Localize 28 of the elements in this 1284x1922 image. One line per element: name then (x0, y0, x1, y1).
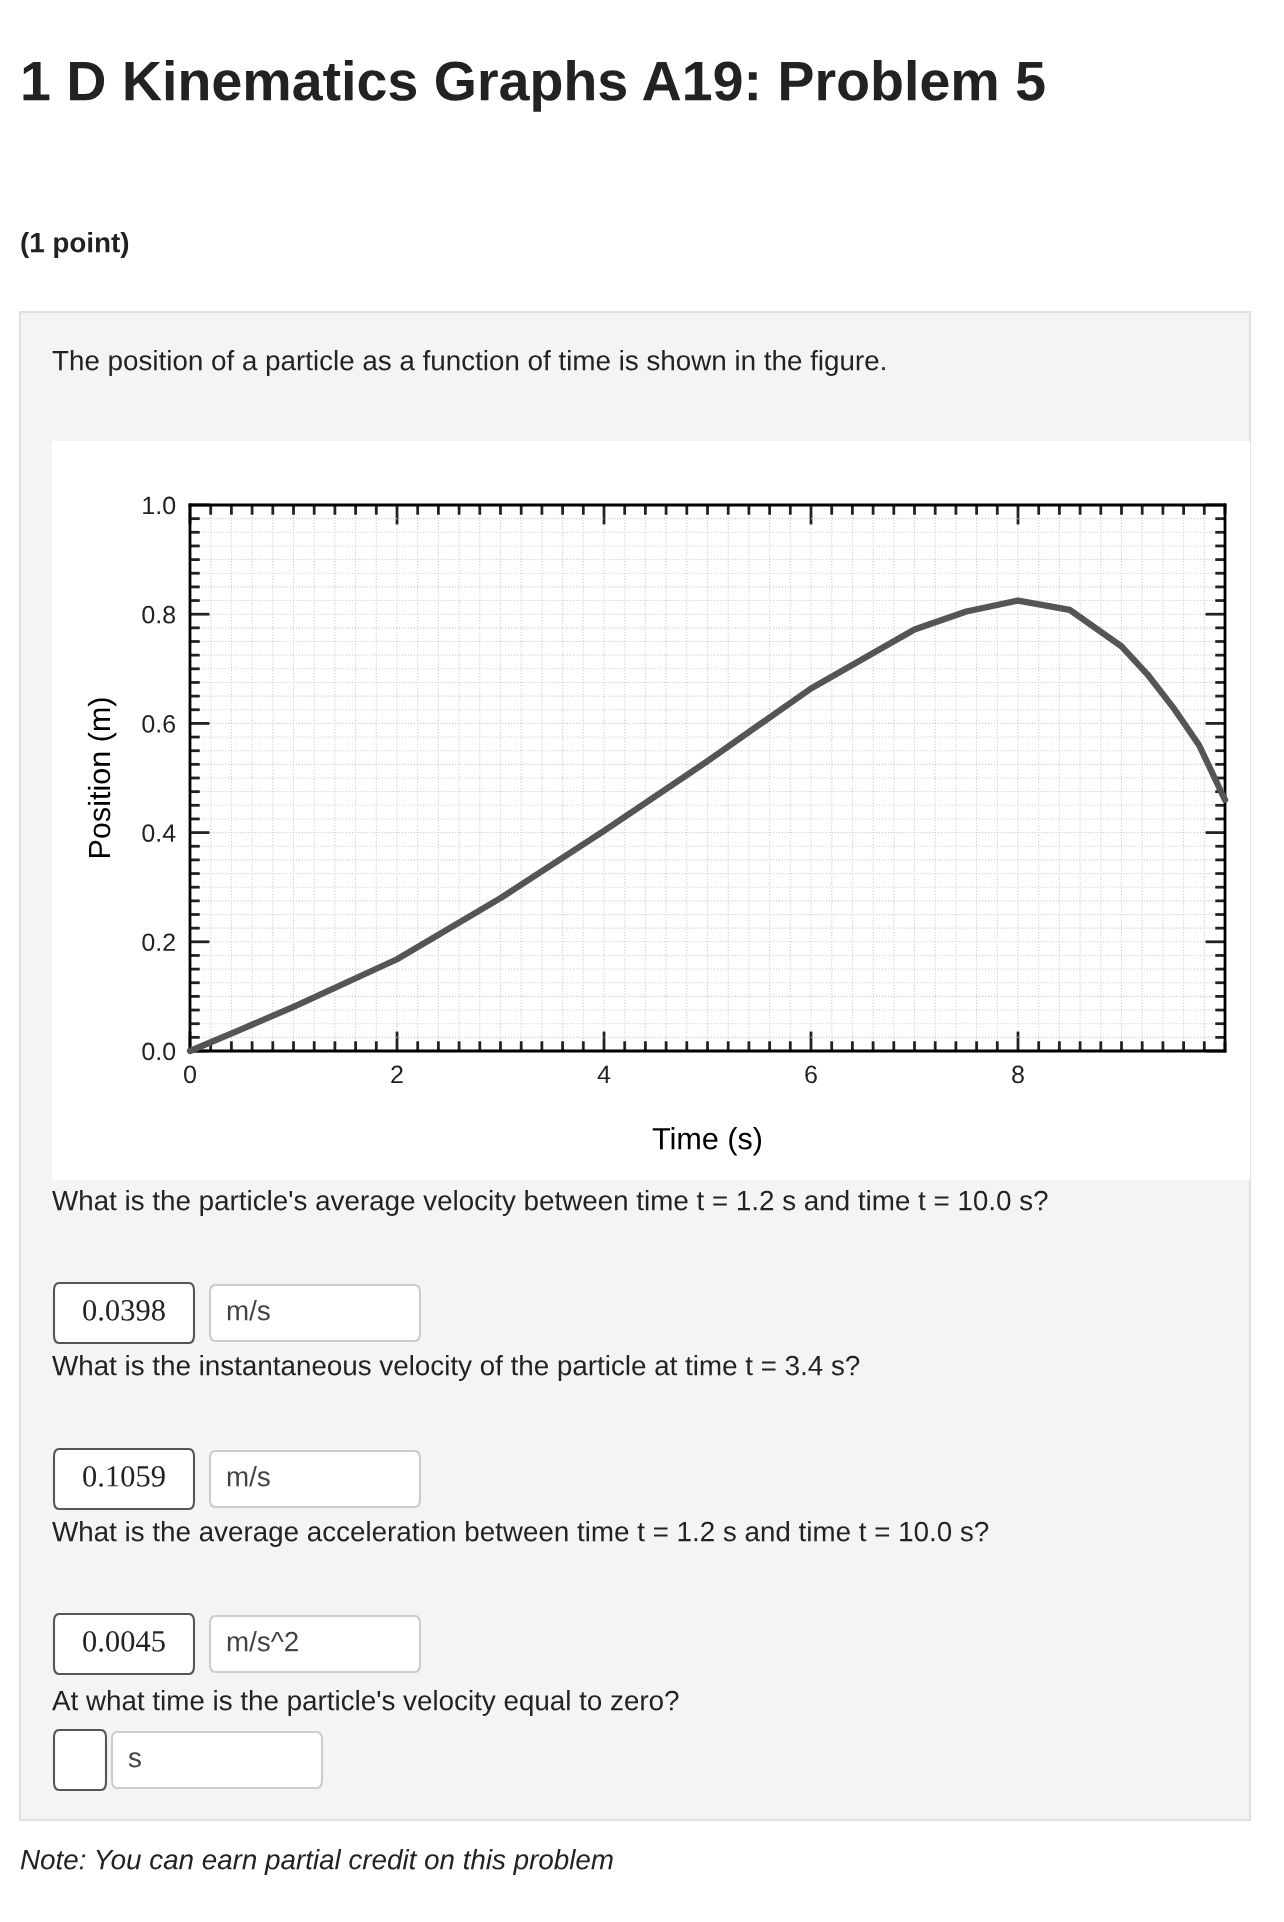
text: What is the particle's average velocity between time t = 1.2 s and time t = 10.0 s? (52, 1190, 1048, 1216)
y-tick-label: 0.4 (142, 824, 176, 842)
y-tick-label: 0.8 (142, 605, 176, 624)
x-tick-label: 8 (1012, 1065, 1024, 1084)
y-tick-label: 1.0 (143, 496, 176, 515)
chart-title: 1 D Kinematics Graphs A19: Problem 5 (23, 60, 1045, 112)
text: m/s (227, 1466, 270, 1487)
chart-subtitle: (1 point) (21, 232, 129, 258)
text: The position of a particle as a function of time is shown in the figure. (52, 350, 885, 376)
text: s (128, 1752, 141, 1768)
text: 0.0045 (83, 1631, 165, 1652)
x-tick-label: 6 (805, 1065, 817, 1084)
text: What is the average acceleration between time t = 1.2 s and time t = 10.0 s? (52, 1521, 989, 1547)
x-tick-label: 4 (597, 1065, 611, 1084)
x-tick-label: 0 (184, 1065, 196, 1084)
y-tick-label: 0.2 (142, 933, 175, 952)
text: m/s (227, 1300, 270, 1321)
text: What is the instantaneous velocity of the particle at time t = 3.4 s? (52, 1355, 860, 1381)
y-tick-label: 0.6 (142, 715, 176, 733)
text: m/s^2 (227, 1631, 298, 1652)
x-tick-label: 2 (391, 1065, 403, 1084)
x-axis-title: Time (s) (652, 1127, 762, 1156)
y-axis-title: Position (m) (87, 698, 117, 857)
text: Note: You can earn partial credit on this problem (20, 1849, 613, 1875)
text: 0.1059 (83, 1466, 165, 1487)
y-tick-label: 0.0 (142, 1042, 176, 1061)
text: 0.0398 (83, 1300, 165, 1321)
text: At what time is the particle's velocity equal to zero? (52, 1690, 679, 1716)
